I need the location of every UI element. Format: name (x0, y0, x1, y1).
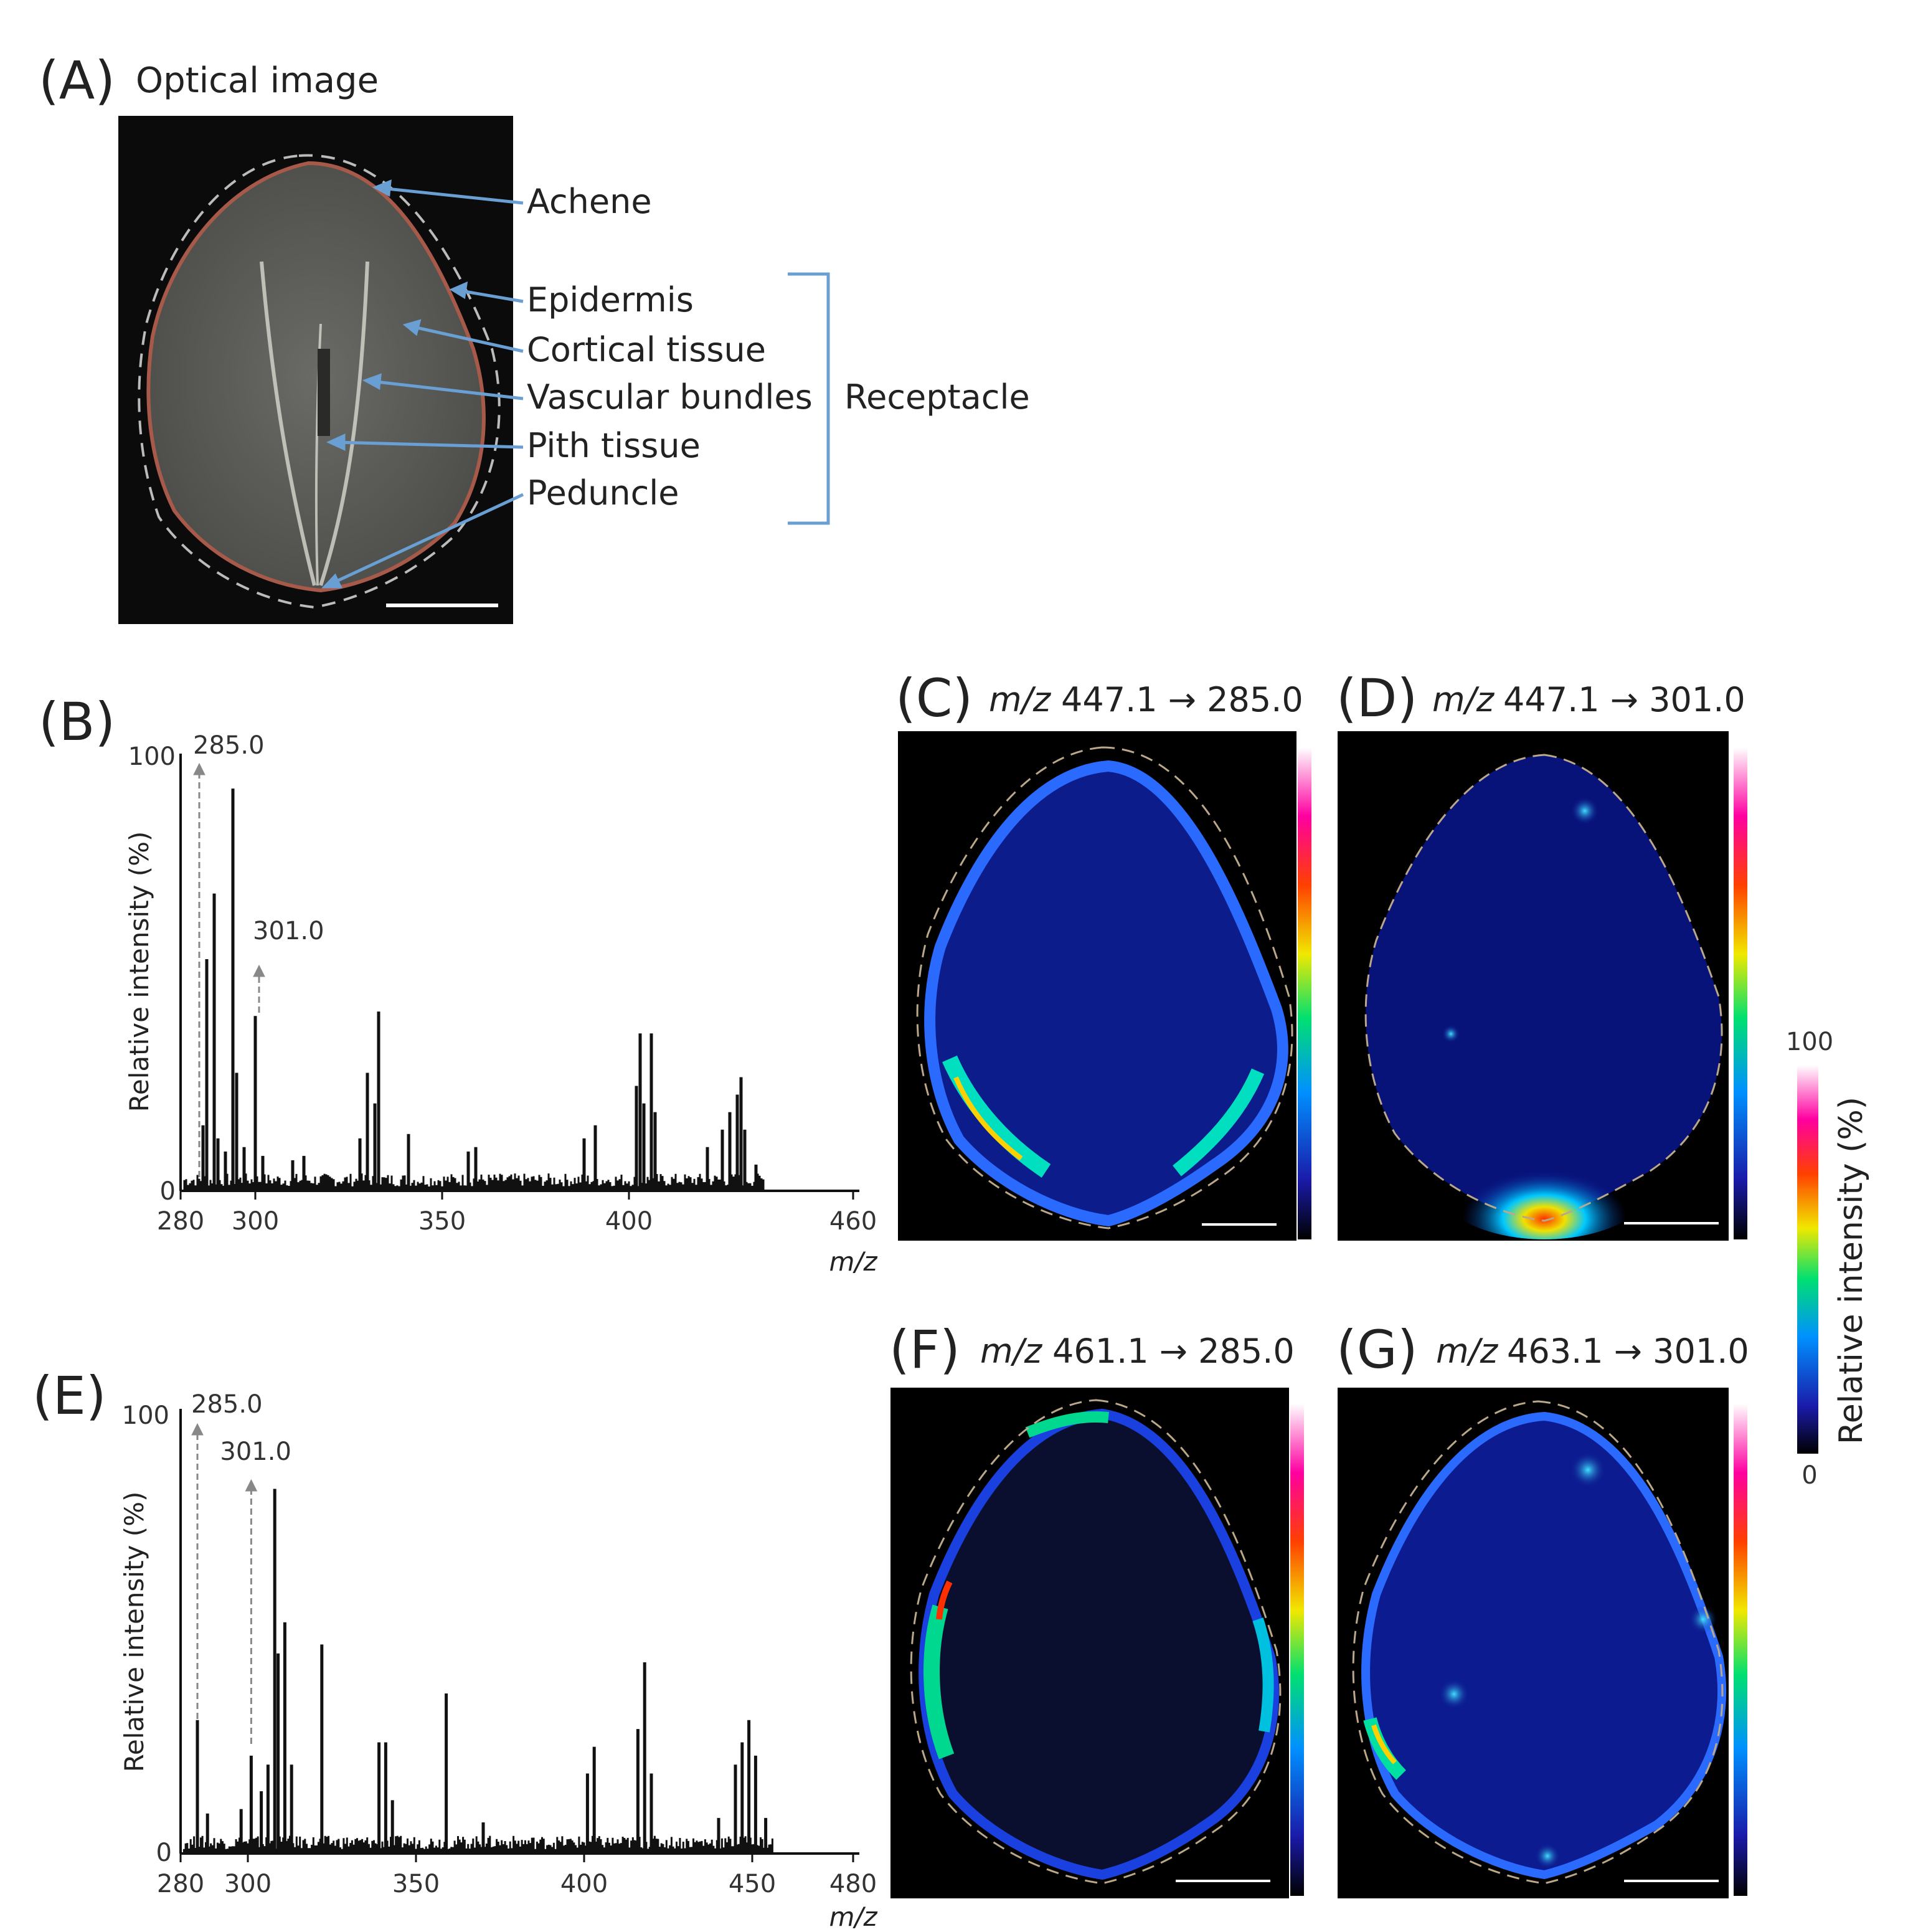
y-tick-100: 100 (122, 1401, 169, 1430)
x-tick-label: 280 (157, 1870, 204, 1898)
annotation-lines (321, 179, 524, 589)
annotation-vascular-bundles: Vascular bundles (527, 377, 813, 417)
annotation-peduncle: Peduncle (527, 473, 679, 513)
spectrum-e-baseline (182, 1835, 773, 1854)
panel-f-label: (F) (889, 1319, 960, 1380)
x-tick-label: 450 (729, 1870, 776, 1898)
optical-image (118, 116, 513, 624)
panel-f-mz: m/z (980, 1332, 1043, 1371)
panel-d-transition: 447.1 → 301.0 (1503, 680, 1745, 719)
receptacle-label: Receptacle (844, 377, 1030, 417)
x-axis-label: m/z (829, 1901, 877, 1932)
peak-annotation-label: 285.0 (193, 731, 265, 760)
panel-a-label: (A) (39, 50, 115, 111)
x-tick-label: 300 (232, 1207, 279, 1236)
panel-g: (G) m/z 463.1 → 301.0 (1336, 1319, 1749, 1898)
panel-c-transition: 447.1 → 285.0 (1061, 680, 1303, 719)
annotation-cortical-tissue: Cortical tissue (527, 330, 766, 369)
peak-annotation-arrow (193, 762, 205, 775)
panel-e-label: (E) (32, 1365, 106, 1426)
x-tick-label: 350 (392, 1870, 440, 1898)
x-tick-label: 400 (605, 1207, 653, 1236)
panel-c: (C) m/z 447.1 → 285.0 (895, 668, 1311, 1241)
y-axis-label: Relative intensity (%) (124, 831, 154, 1112)
x-tick-label: 300 (224, 1870, 272, 1898)
y-tick-0: 0 (156, 1839, 172, 1867)
x-tick-label: 350 (418, 1207, 466, 1236)
panel-c-label: (C) (895, 668, 973, 729)
panel-d-mz: m/z (1432, 680, 1495, 719)
panel-b-label: (B) (39, 691, 115, 752)
panel-g-label: (G) (1336, 1319, 1418, 1380)
spectrum-b-baseline (183, 1173, 765, 1191)
colorbar-min: 0 (1802, 1461, 1817, 1490)
peak-annotation-arrow (253, 964, 265, 977)
x-tick-label: 400 (560, 1870, 608, 1898)
panel-d-label: (D) (1336, 668, 1417, 729)
x-tick-label: 460 (829, 1207, 877, 1236)
peak-annotation-label: 285.0 (191, 1390, 263, 1419)
y-tick-100: 100 (128, 742, 176, 771)
peak-annotation-label: 301.0 (220, 1437, 291, 1466)
panel-f-transition: 461.1 → 285.0 (1052, 1332, 1295, 1371)
receptacle-bracket (788, 272, 830, 525)
panel-d: (D) m/z 447.1 → 301.0 (1336, 668, 1747, 1241)
annotation-pith-tissue: Pith tissue (527, 426, 701, 465)
peak-annotation-arrow (245, 1479, 258, 1492)
panel-a-title: Optical image (136, 60, 379, 101)
annotation-achene: Achene (527, 182, 652, 221)
panel-g-transition: 463.1 → 301.0 (1507, 1332, 1749, 1371)
peak-annotation-label: 301.0 (253, 917, 324, 945)
peak-annotation-arrow (191, 1423, 204, 1436)
panel-c-mz: m/z (989, 680, 1052, 719)
panel-f: (F) m/z 461.1 → 285.0 (889, 1319, 1304, 1898)
annotation-epidermis: Epidermis (527, 280, 694, 320)
y-axis-label: Relative intensity (%) (119, 1492, 149, 1773)
colorbar-max: 100 (1786, 1028, 1833, 1056)
x-tick-label: 480 (829, 1870, 877, 1898)
colorbar-label: Relative intensity (%) (1833, 1097, 1870, 1444)
x-axis-label: m/z (829, 1246, 877, 1277)
panel-g-mz: m/z (1436, 1332, 1499, 1371)
colorbar-legend: 100 0 Relative intensity (%) (1786, 1028, 1870, 1490)
x-tick-label: 280 (157, 1207, 204, 1236)
spectrum-b: 280 300 350 400 460 100 0 Relative intensity… (124, 731, 878, 1277)
spectrum-e: 280 300 350 400 450 480 100 0 Relative intens… (119, 1390, 878, 1932)
y-tick-0: 0 (160, 1177, 176, 1206)
